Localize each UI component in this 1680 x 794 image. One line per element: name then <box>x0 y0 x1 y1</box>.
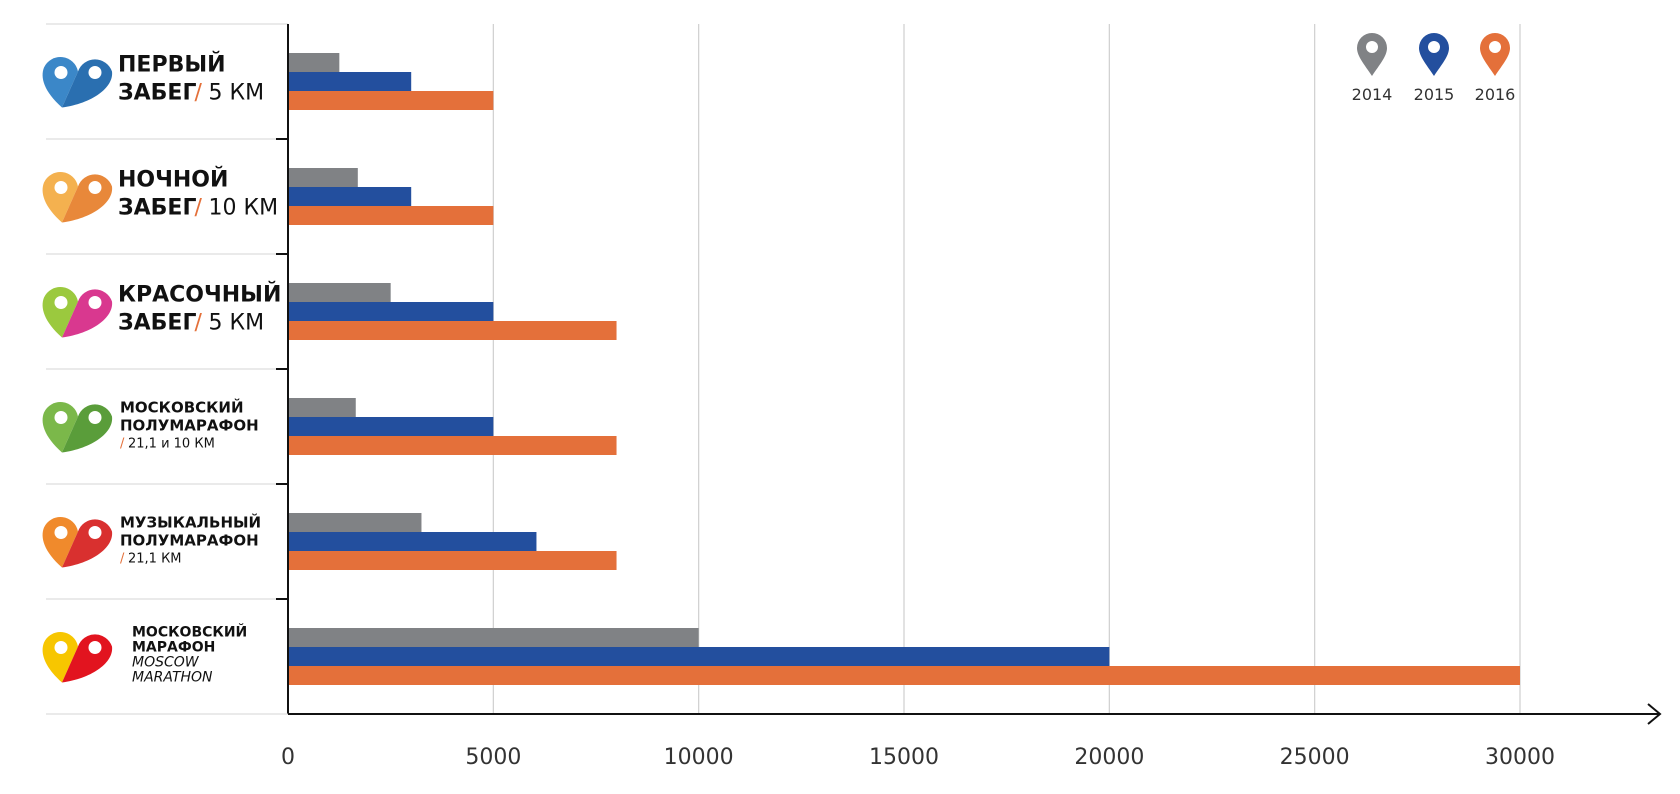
label-line2: ПОЛУМАРАФОН <box>120 417 259 435</box>
bar-night-2016 <box>289 206 494 225</box>
x-tick-label-10000: 10000 <box>664 745 734 770</box>
x-tick-label-30000: 30000 <box>1485 745 1555 770</box>
x-tick-label-0: 0 <box>281 745 295 770</box>
legend-item-2015: 2015 <box>1414 33 1455 104</box>
legend-label: 2016 <box>1475 85 1516 104</box>
label-line1: КРАСОЧНЫЙ <box>118 282 281 308</box>
logo-color-icon <box>42 287 113 338</box>
bar-night-2015 <box>289 187 412 206</box>
legend: 2014 2015 2016 <box>1352 33 1516 104</box>
x-tick-label-20000: 20000 <box>1074 745 1144 770</box>
legend-item-2014: 2014 <box>1352 33 1393 104</box>
x-axis-arrow <box>1647 703 1662 725</box>
label-distance: 10 КМ <box>209 196 279 221</box>
label-line1: МОСКОВСКИЙ <box>132 624 247 641</box>
legend-label: 2014 <box>1352 85 1393 104</box>
slash-accent: / <box>195 311 203 336</box>
label-night: НОЧНОЙ ЗАБЕГ/10 КМ <box>118 167 278 221</box>
bar-halfmarathon-2014 <box>289 398 356 417</box>
location-pin-icon <box>1357 33 1387 76</box>
label-line1: ПЕРВЫЙ <box>118 52 226 78</box>
bar-color-2014 <box>289 283 391 302</box>
label-line4: MARATHON <box>132 670 213 686</box>
bar-halfmarathon-2015 <box>289 417 494 436</box>
label-line1: МУЗЫКАЛЬНЫЙ <box>120 513 261 532</box>
axes <box>46 24 1662 725</box>
x-tick-labels: 0 5000 10000 15000 20000 25000 30000 <box>281 745 1555 770</box>
slash-accent: / <box>195 196 203 221</box>
label-color: КРАСОЧНЫЙ ЗАБЕГ/5 КМ <box>118 282 281 336</box>
logo-halfmarathon-icon <box>42 402 113 453</box>
label-line2: ЗАБЕГ <box>118 196 196 221</box>
bars <box>289 53 1520 685</box>
x-tick-label-15000: 15000 <box>869 745 939 770</box>
x-tick-label-5000: 5000 <box>465 745 521 770</box>
logo-marathon-icon <box>42 632 113 683</box>
label-line2: ЗАБЕГ <box>118 311 196 336</box>
bar-first-2014 <box>289 53 340 72</box>
bar-first-2016 <box>289 91 494 110</box>
slash-accent: / <box>195 81 203 106</box>
label-line1: МОСКОВСКИЙ <box>120 398 244 417</box>
location-pin-icon <box>1419 33 1449 76</box>
bar-first-2015 <box>289 72 412 91</box>
bar-marathon-2016 <box>289 666 1520 685</box>
x-tick-label-25000: 25000 <box>1280 745 1350 770</box>
label-line2: ПОЛУМАРАФОН <box>120 532 259 550</box>
grid-lines <box>492 24 1521 714</box>
label-line2: ЗАБЕГ <box>118 81 196 106</box>
legend-item-2016: 2016 <box>1475 33 1516 104</box>
location-pin-icon <box>1480 33 1510 76</box>
label-distance: 5 КМ <box>209 81 265 106</box>
logo-first-icon <box>42 57 113 108</box>
bar-musical-2016 <box>289 551 617 570</box>
label-distance: 21,1 КМ <box>128 552 182 567</box>
label-distance: 21,1 и 10 КМ <box>128 437 215 452</box>
label-line3: MOSCOW <box>132 655 200 671</box>
slash-accent: / <box>120 437 125 452</box>
label-distance: 5 КМ <box>209 311 265 336</box>
bar-marathon-2015 <box>289 647 1110 666</box>
bar-color-2015 <box>289 302 494 321</box>
logo-night-icon <box>42 172 113 223</box>
bar-color-2016 <box>289 321 617 340</box>
legend-label: 2015 <box>1414 85 1455 104</box>
label-line2: МАРАФОН <box>132 640 215 656</box>
label-line1: НОЧНОЙ <box>118 167 228 193</box>
bar-musical-2015 <box>289 532 537 551</box>
bar-marathon-2014 <box>289 628 699 647</box>
label-first: ПЕРВЫЙ ЗАБЕГ/5 КМ <box>118 52 264 106</box>
bar-night-2014 <box>289 168 358 187</box>
slash-accent: / <box>120 552 125 567</box>
logo-musical-icon <box>42 517 113 568</box>
category-separators <box>46 23 288 715</box>
bar-halfmarathon-2016 <box>289 436 617 455</box>
bar-musical-2014 <box>289 513 422 532</box>
